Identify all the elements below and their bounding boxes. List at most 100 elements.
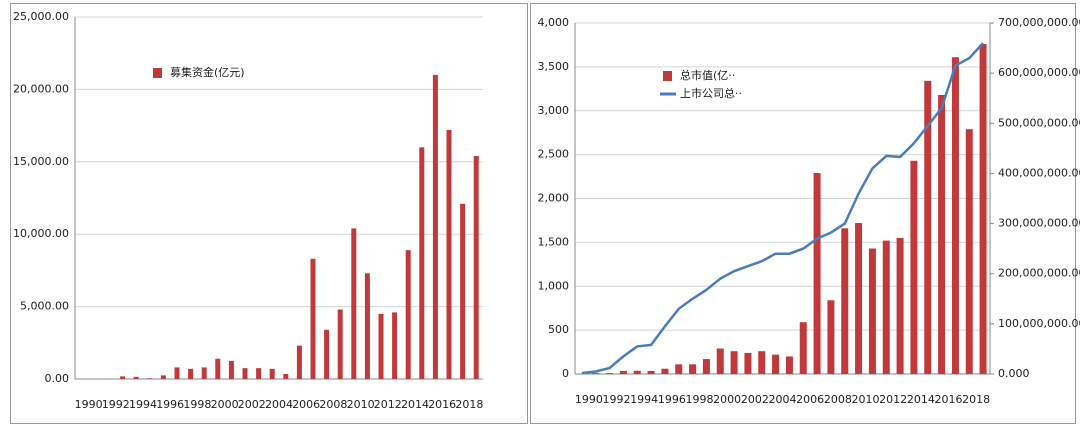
bar (758, 351, 766, 374)
bar (460, 203, 466, 379)
bar (256, 368, 262, 379)
bar (619, 370, 627, 374)
bar (689, 364, 697, 374)
left-panel (10, 3, 528, 424)
x-tick-label: 1992 (102, 398, 130, 411)
y-tick-label: 1,000 (538, 279, 570, 292)
x-tick-label: 2000 (713, 393, 741, 406)
bar (269, 368, 275, 379)
x-tick-label: 1994 (129, 398, 157, 411)
bar (120, 376, 126, 379)
x-tick-label: 2006 (796, 393, 824, 406)
bar (647, 370, 655, 374)
bar (473, 156, 479, 379)
bar (337, 309, 343, 379)
bar (979, 44, 987, 375)
bar (868, 248, 876, 374)
bar (296, 345, 302, 379)
bar (283, 373, 289, 379)
y2-tick-label: 200,000,000.000 (998, 267, 1080, 280)
bar (160, 375, 166, 379)
bar (841, 228, 849, 374)
bar (201, 367, 207, 379)
y2-tick-label: 300,000,000.000 (998, 217, 1080, 230)
bar (855, 223, 863, 374)
legend-label: 上市公司总·· (680, 86, 742, 100)
x-tick-label: 1990 (75, 398, 103, 411)
x-tick-label: 1998 (686, 393, 714, 406)
bar (419, 147, 425, 379)
bar (910, 160, 918, 374)
x-tick-label: 2004 (265, 398, 293, 411)
x-tick-label: 2016 (935, 393, 963, 406)
y-tick-label: 20,000.00 (13, 82, 69, 95)
y-tick-label: 2,000 (538, 192, 570, 205)
x-tick-label: 2002 (741, 393, 769, 406)
x-tick-label: 2018 (962, 393, 990, 406)
legend-swatch (153, 68, 162, 78)
x-tick-label: 2014 (401, 398, 429, 411)
bar (215, 358, 221, 379)
x-tick-label: 2016 (428, 398, 456, 411)
legend-swatch (663, 71, 672, 81)
x-tick-label: 1996 (156, 398, 184, 411)
y2-tick-label: 500,000,000.000 (998, 116, 1080, 129)
x-tick-label: 1994 (630, 393, 658, 406)
x-tick-label: 2006 (292, 398, 320, 411)
bar (378, 313, 384, 379)
y-tick-label: 3,500 (538, 60, 570, 73)
x-tick-label: 2000 (211, 398, 239, 411)
y2-tick-label: 600,000,000.000 (998, 66, 1080, 79)
legend-label: 总市值(亿·· (680, 68, 735, 82)
legend-label: 募集资金(亿元) (170, 65, 245, 79)
bar (228, 360, 234, 379)
y-tick-label: 4,000 (538, 16, 570, 29)
x-tick-label: 2018 (455, 398, 483, 411)
y-tick-label: 3,000 (538, 104, 570, 117)
bar (799, 322, 807, 374)
x-tick-label: 1998 (183, 398, 211, 411)
bar (606, 373, 614, 374)
bar (702, 359, 710, 374)
y-tick-label: 10,000.00 (13, 227, 69, 240)
bar (785, 356, 793, 374)
bar (592, 373, 600, 374)
bar (730, 351, 738, 374)
bar (133, 376, 139, 379)
bar (827, 300, 835, 374)
bar (351, 228, 357, 379)
bar (896, 237, 904, 374)
bar (446, 129, 452, 379)
bar (188, 368, 194, 379)
bar (924, 80, 932, 374)
y-tick-label: 0 (562, 367, 569, 380)
bar (675, 364, 683, 374)
bar (744, 352, 752, 374)
x-tick-label: 2002 (238, 398, 266, 411)
bar (405, 250, 411, 379)
x-tick-label: 2008 (824, 393, 852, 406)
x-tick-label: 2012 (374, 398, 402, 411)
bar (661, 368, 669, 374)
line (581, 42, 985, 375)
y-tick-label: 25,000.00 (13, 10, 69, 23)
bar (392, 312, 398, 379)
y-tick-label: 2,500 (538, 148, 570, 161)
y-tick-label: 5,000.00 (20, 300, 69, 313)
y-tick-label: 0.00 (45, 372, 70, 385)
x-tick-label: 2014 (907, 393, 935, 406)
y2-tick-label: 400,000,000.000 (998, 166, 1080, 179)
bar (310, 258, 316, 379)
bar (174, 367, 180, 379)
bar (242, 368, 248, 379)
y2-tick-label: 700,000,000.000 (998, 16, 1080, 29)
bar (938, 94, 946, 374)
x-tick-label: 2010 (347, 398, 375, 411)
x-tick-label: 1996 (658, 393, 686, 406)
x-tick-label: 2012 (879, 393, 907, 406)
y2-tick-label: 100,000,000.000 (998, 317, 1080, 330)
bar (147, 378, 153, 379)
x-tick-label: 2008 (319, 398, 347, 411)
x-tick-label: 1990 (575, 393, 603, 406)
